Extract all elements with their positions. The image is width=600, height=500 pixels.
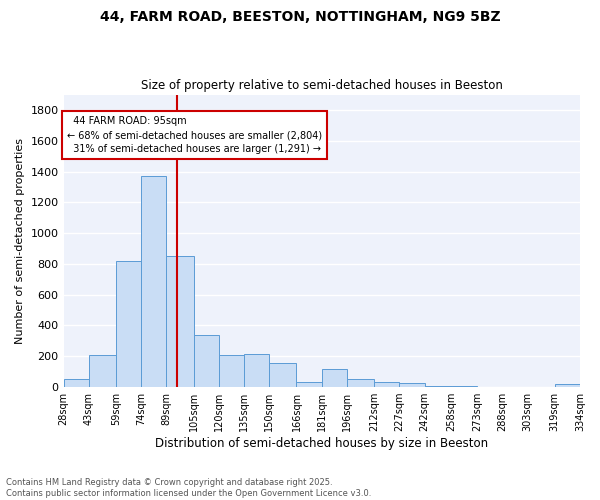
- Bar: [194, 334, 219, 387]
- Bar: [141, 176, 166, 387]
- Bar: [64, 380, 89, 387]
- Bar: [269, 363, 296, 387]
- Bar: [347, 380, 374, 387]
- Bar: [374, 382, 400, 387]
- Bar: [425, 386, 452, 387]
- Bar: [452, 386, 477, 387]
- Bar: [400, 383, 425, 387]
- X-axis label: Distribution of semi-detached houses by size in Beeston: Distribution of semi-detached houses by …: [155, 437, 488, 450]
- Bar: [219, 355, 244, 387]
- Text: Contains HM Land Registry data © Crown copyright and database right 2025.
Contai: Contains HM Land Registry data © Crown c…: [6, 478, 371, 498]
- Bar: [244, 354, 269, 387]
- Y-axis label: Number of semi-detached properties: Number of semi-detached properties: [15, 138, 25, 344]
- Bar: [166, 256, 194, 387]
- Bar: [554, 384, 580, 387]
- Bar: [116, 261, 141, 387]
- Bar: [89, 355, 116, 387]
- Bar: [322, 368, 347, 387]
- Text: 44 FARM ROAD: 95sqm
← 68% of semi-detached houses are smaller (2,804)
  31% of s: 44 FARM ROAD: 95sqm ← 68% of semi-detach…: [67, 116, 322, 154]
- Text: 44, FARM ROAD, BEESTON, NOTTINGHAM, NG9 5BZ: 44, FARM ROAD, BEESTON, NOTTINGHAM, NG9 …: [100, 10, 500, 24]
- Title: Size of property relative to semi-detached houses in Beeston: Size of property relative to semi-detach…: [141, 79, 503, 92]
- Bar: [296, 382, 322, 387]
